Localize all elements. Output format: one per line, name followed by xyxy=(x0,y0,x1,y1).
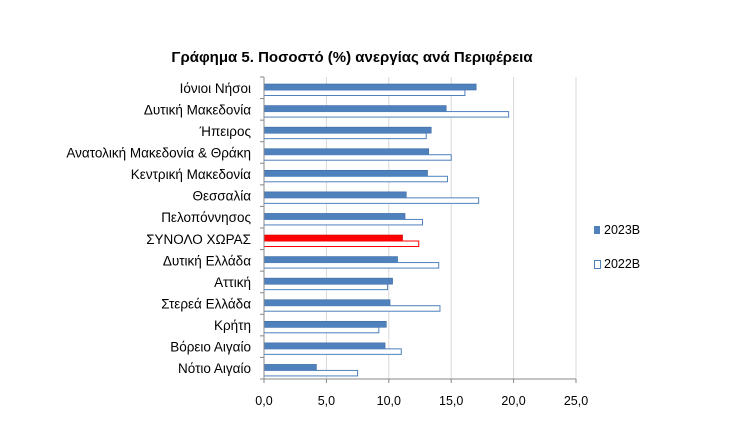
bar-2023b xyxy=(263,364,317,371)
bar-2023b xyxy=(263,148,430,156)
x-tick-label: 10,0 xyxy=(377,394,401,408)
category-label: Ανατολική Μακεδονία & Θράκη xyxy=(66,146,251,161)
bar-2023b xyxy=(263,256,398,263)
category-label: ΣΥΝΟΛΟ ΧΩΡΑΣ xyxy=(146,232,251,247)
bar-2022b xyxy=(263,326,380,334)
legend: 2023Β 2022Β xyxy=(594,223,640,271)
bar-2022b xyxy=(263,283,389,291)
legend-label: 2023Β xyxy=(604,223,640,237)
category-label: Δυτική Μακεδονία xyxy=(144,102,251,117)
category-label: Κεντρική Μακεδονία xyxy=(131,167,251,182)
category-label: Στερεά Ελλάδα xyxy=(161,297,251,312)
bar-2022b xyxy=(263,240,420,247)
category-label: Πελοπόννησος xyxy=(161,210,251,225)
bar-2023b xyxy=(263,126,432,134)
category-label: Νότιο Αιγαίο xyxy=(178,361,251,376)
x-tick-label: 25,0 xyxy=(564,394,588,408)
x-tick-label: 20,0 xyxy=(501,394,525,408)
chart-title: Γράφημα 5. Ποσοστό (%) ανεργίας ανά Περι… xyxy=(171,49,533,66)
x-tick-label: 0,0 xyxy=(255,394,272,408)
bar-2023b xyxy=(263,169,428,177)
bar-2022b xyxy=(263,369,359,377)
category-label: Δυτική Ελλάδα xyxy=(163,253,251,268)
bar-2022b xyxy=(263,262,440,269)
bar-2023b xyxy=(263,234,403,242)
category-label: Ήπειρος xyxy=(199,124,252,139)
axes xyxy=(260,76,577,383)
bar-2022b xyxy=(263,111,510,118)
bar-2022b xyxy=(263,197,480,204)
bar-2022b xyxy=(263,89,466,96)
legend-swatch-2022b xyxy=(594,260,601,269)
bar-2023b xyxy=(263,213,406,220)
bar-2023b xyxy=(263,105,447,112)
bar-2022b xyxy=(263,154,452,161)
bar-2023b xyxy=(263,83,477,91)
bar-2022b xyxy=(263,218,423,226)
category-label: Ιόνιοι Νήσοι xyxy=(180,81,251,96)
bar-2023b xyxy=(263,191,407,199)
category-labels: Ιόνιοι Νήσοι Δυτική Μακεδονία Ήπειρος Ανατο… xyxy=(66,81,251,376)
gridlines xyxy=(325,77,577,379)
bars xyxy=(263,83,510,377)
x-tick-labels: 0,0 5,0 10,0 15,0 20,0 25,0 xyxy=(255,394,588,408)
legend-swatch-2023b xyxy=(594,226,600,234)
x-tick-label: 5,0 xyxy=(318,394,335,408)
legend-label: 2022Β xyxy=(604,257,640,271)
bar-2023b xyxy=(263,320,387,328)
category-label: Κρήτη xyxy=(214,318,251,333)
bar-2023b xyxy=(263,277,393,285)
bar-2023b xyxy=(263,342,386,350)
x-tick-label: 15,0 xyxy=(439,394,463,408)
bar-2022b xyxy=(263,348,402,355)
bar-2022b xyxy=(263,132,427,140)
category-label: Βόρειο Αιγαίο xyxy=(170,340,251,355)
bar-2022b xyxy=(263,175,448,183)
bar-2023b xyxy=(263,299,391,307)
category-label: Θεσσαλία xyxy=(192,189,251,204)
category-label: Αττική xyxy=(214,275,251,290)
bar-2022b xyxy=(263,305,441,312)
